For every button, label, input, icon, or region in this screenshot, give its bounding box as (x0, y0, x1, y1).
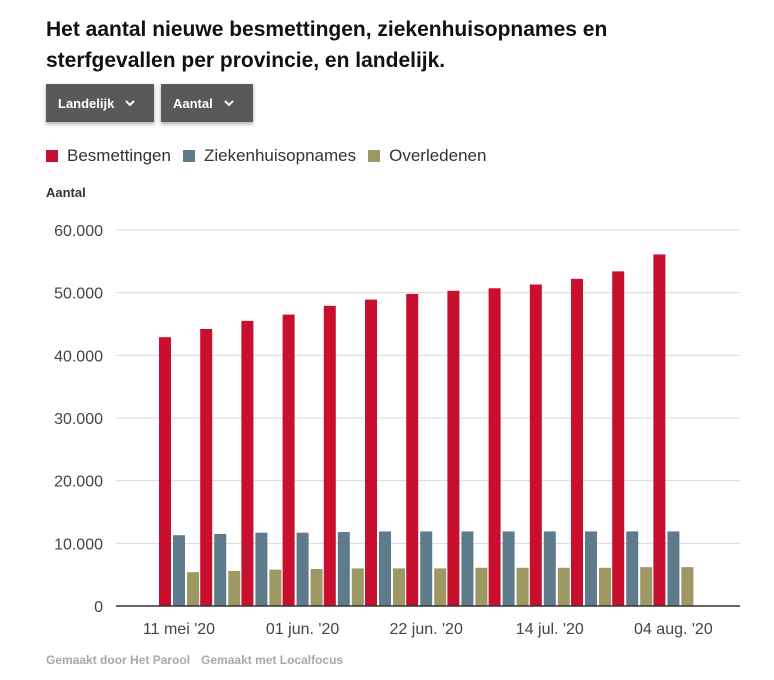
x-tick-label: 11 mei '20 (143, 621, 215, 638)
bar-besmettingen (365, 299, 377, 606)
credit-link[interactable]: Gemaakt door Het Parool (46, 653, 191, 667)
legend-item-overledenen[interactable]: Overledenen (368, 146, 486, 166)
legend-swatch (182, 150, 195, 162)
y-tick-label: 10.000 (54, 536, 103, 553)
bar-besmettingen (653, 254, 666, 606)
bar-overledenen (393, 568, 405, 606)
chart-footer: Gemaakt door Het Parool Gemaakt met Loca… (46, 653, 354, 667)
chevron-down-icon (224, 100, 234, 107)
bar-ziekenhuisopnames (214, 533, 227, 606)
bar-ziekenhuisopnames (502, 531, 515, 606)
chart-title: Het aantal nieuwe besmettingen, ziekenhu… (46, 18, 608, 72)
legend-item-besmettingen[interactable]: Besmettingen (46, 146, 171, 166)
y-tick-label: 0 (94, 599, 103, 616)
legend-swatch (368, 150, 381, 162)
bar-besmettingen (529, 284, 542, 606)
x-tick-label: 04 aug. '20 (634, 621, 713, 638)
legend-label: Besmettingen (67, 146, 171, 165)
y-tick-label: 60.000 (54, 223, 103, 240)
bar-besmettingen (447, 290, 460, 606)
bar-overledenen (434, 568, 447, 606)
bar-ziekenhuisopnames (461, 531, 474, 606)
x-tick-label: 01 jun. '20 (266, 621, 339, 638)
tool-link[interactable]: Gemaakt met Localfocus (201, 653, 344, 667)
bar-overledenen (269, 569, 282, 606)
chevron-down-icon (125, 100, 136, 107)
measure-dropdown-label: Aantal (173, 95, 213, 111)
measure-dropdown[interactable]: Aantal (161, 84, 253, 122)
y-tick-label: 20.000 (54, 474, 103, 491)
y-tick-label: 30.000 (54, 411, 103, 428)
bar-besmettingen (406, 293, 419, 606)
bar-ziekenhuisopnames (626, 531, 639, 606)
bar-overledenen (475, 567, 488, 606)
bar-ziekenhuisopnames (296, 532, 309, 606)
bar-ziekenhuisopnames (585, 531, 597, 606)
region-dropdown-label: Landelijk (58, 95, 115, 111)
legend-swatch (46, 150, 58, 162)
legend-label: Overledenen (389, 146, 487, 165)
bar-overledenen (351, 568, 364, 606)
bar-ziekenhuisopnames (543, 531, 556, 606)
bar-overledenen (599, 567, 611, 606)
legend-label: Ziekenhuisopnames (203, 146, 357, 165)
legend-item-ziekenhuisopnames[interactable]: Ziekenhuisopnames (182, 146, 357, 166)
bar-besmettingen (159, 337, 171, 606)
bar-overledenen (557, 567, 570, 606)
bar-besmettingen (612, 271, 625, 606)
bar-overledenen (187, 572, 199, 606)
bar-overledenen (640, 567, 653, 606)
x-tick-label: 22 jun. '20 (390, 621, 463, 638)
y-tick-label: 50.000 (54, 286, 103, 303)
bar-besmettingen (200, 329, 213, 606)
bar-ziekenhuisopnames (420, 531, 433, 606)
bar-besmettingen (323, 305, 336, 606)
bar-overledenen (681, 567, 694, 606)
y-tick-label: 40.000 (54, 348, 103, 365)
bar-ziekenhuisopnames (173, 535, 185, 606)
bar-ziekenhuisopnames (255, 532, 268, 606)
bar-overledenen (516, 567, 529, 606)
region-dropdown[interactable]: Landelijk (46, 84, 154, 122)
bar-besmettingen (488, 288, 501, 606)
bar-overledenen (228, 570, 241, 606)
chart-legend: Besmettingen Ziekenhuisopnames Overleden… (46, 146, 498, 166)
bar-besmettingen (571, 278, 583, 606)
bar-overledenen (310, 569, 323, 606)
bar-ziekenhuisopnames (379, 531, 391, 606)
bar-besmettingen (282, 314, 295, 606)
bar-ziekenhuisopnames (337, 532, 350, 606)
x-tick-label: 14 jul. '20 (516, 621, 584, 638)
bar-besmettingen (241, 320, 254, 606)
bar-ziekenhuisopnames (667, 531, 680, 606)
y-axis-label: Aantal (46, 185, 86, 200)
